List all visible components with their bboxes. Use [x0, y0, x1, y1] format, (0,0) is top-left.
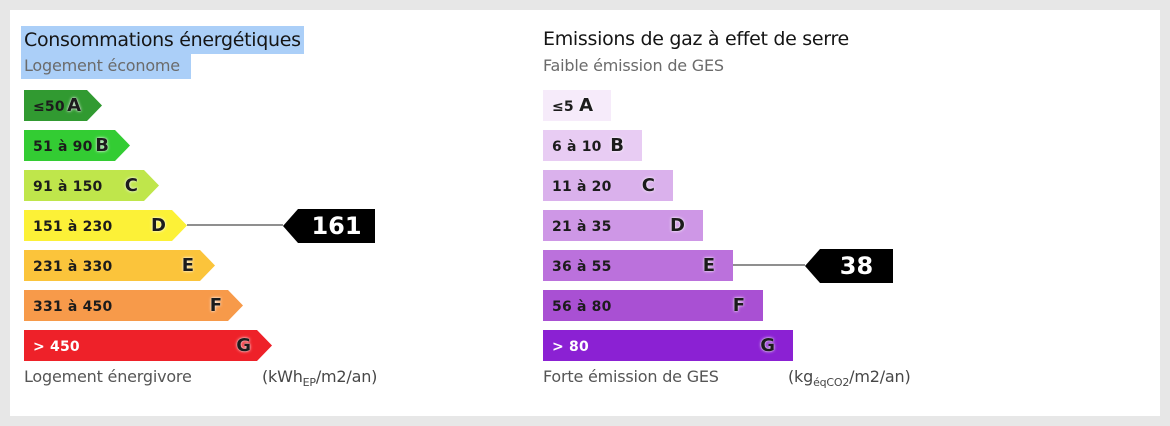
ges-class-bar-G: > 80 G: [543, 330, 793, 361]
ges-class-letter-G: G: [760, 335, 775, 356]
energy-class-bar-B: 51 à 90 B: [24, 130, 130, 161]
energy-footer-label: Logement énergivore: [24, 367, 192, 386]
ges-class-range-A: ≤5: [552, 99, 574, 115]
ges-class-range-G: > 80: [552, 339, 589, 355]
energy-class-letter-A: A: [67, 95, 81, 116]
ges-unit-label: (kgéqCO2/m2/an): [788, 367, 911, 390]
ges-class-letter-B: B: [610, 135, 624, 156]
energy-value-tag: 161: [283, 209, 375, 243]
ges-unit-sub: éqCO2: [813, 376, 850, 390]
ges-class-bar-E: 36 à 55 E: [543, 250, 733, 281]
energy-class-bar-D: 151 à 230 D: [24, 210, 187, 241]
energy-class-letter-D: D: [151, 215, 166, 236]
energy-class-bar-F: 331 à 450 F: [24, 290, 243, 321]
energy-unit-sub: EP: [302, 376, 316, 390]
energy-class-bar-A: ≤50 A: [24, 90, 102, 121]
energy-class-letter-E: E: [181, 255, 194, 276]
ges-class-letter-C: C: [641, 175, 655, 196]
ges-value-tag: 38: [805, 249, 893, 283]
ges-class-range-F: 56 à 80: [552, 299, 612, 315]
ges-title-text: Emissions de gaz à effet de serre: [543, 28, 849, 50]
energy-panel-title: Consommations énergétiques: [21, 26, 304, 54]
energy-class-range-B: 51 à 90: [33, 139, 93, 155]
ges-class-range-D: 21 à 35: [552, 219, 612, 235]
energy-unit-pre: (kWh: [262, 367, 303, 386]
energy-class-range-C: 91 à 150: [33, 179, 103, 195]
energy-class-bar-C: 91 à 150 C: [24, 170, 159, 201]
energy-class-letter-F: F: [209, 295, 222, 316]
ges-class-letter-E: E: [702, 255, 715, 276]
energy-class-bar-G: > 450 G: [24, 330, 272, 361]
ges-class-range-C: 11 à 20: [552, 179, 612, 195]
energy-title-text: Consommations énergétiques: [21, 26, 304, 54]
energy-class-range-G: > 450: [33, 339, 80, 355]
ges-unit-post: /m2/an): [849, 367, 911, 386]
energy-class-range-E: 231 à 330: [33, 259, 113, 275]
ges-class-bar-B: 6 à 10 B: [543, 130, 642, 161]
energy-class-letter-B: B: [95, 135, 109, 156]
ges-class-bar-C: 11 à 20 C: [543, 170, 673, 201]
energy-unit-post: /m2/an): [315, 367, 378, 386]
energy-class-letter-G: G: [236, 335, 251, 356]
ges-unit-pre: (kg: [788, 367, 814, 386]
ges-class-range-B: 6 à 10: [552, 139, 602, 155]
energy-class-range-F: 331 à 450: [33, 299, 113, 315]
ges-class-letter-D: D: [670, 215, 685, 236]
ges-class-bar-D: 21 à 35 D: [543, 210, 703, 241]
energy-class-range-D: 151 à 230: [33, 219, 113, 235]
energy-class-range-A: ≤50: [33, 99, 65, 115]
ges-footer-label: Forte émission de GES: [543, 367, 719, 386]
ges-panel-subtitle: Faible émission de GES: [543, 54, 724, 78]
dpe-card: Consommations énergétiques Logement écon…: [10, 10, 1160, 416]
energy-unit-label: (kWhEP/m2/an): [262, 367, 378, 390]
ges-class-letter-A: A: [579, 95, 593, 116]
ges-class-range-E: 36 à 55: [552, 259, 612, 275]
ges-indicator-connector: [733, 264, 805, 266]
energy-class-letter-C: C: [124, 175, 138, 196]
ges-panel-title: Emissions de gaz à effet de serre: [543, 26, 849, 52]
energy-panel-subtitle: Logement économe: [21, 54, 191, 79]
energy-indicator-connector: [187, 224, 283, 226]
energy-class-bar-E: 231 à 330 E: [24, 250, 215, 281]
ges-subtitle-text: Faible émission de GES: [543, 56, 724, 75]
energy-subtitle-text: Logement économe: [21, 54, 191, 79]
ges-class-letter-F: F: [732, 295, 745, 316]
ges-class-bar-F: 56 à 80 F: [543, 290, 763, 321]
ges-class-bar-A: ≤5 A: [543, 90, 611, 121]
